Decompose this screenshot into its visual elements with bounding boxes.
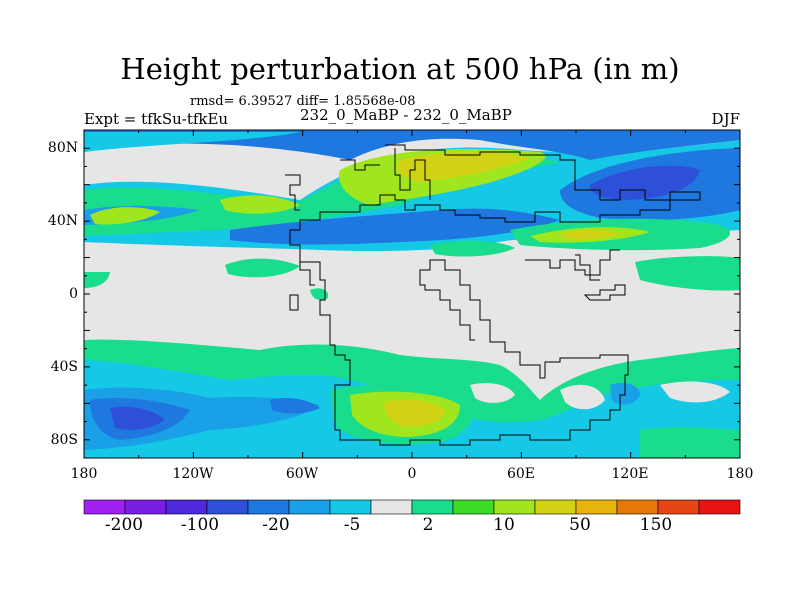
colorbar-swatch [370, 499, 413, 515]
contour-region [384, 399, 445, 427]
lat-label: 0 [69, 286, 78, 302]
page-title: Height perturbation at 500 hPa (in m) [120, 52, 680, 86]
colorbar-label: 2 [422, 515, 434, 535]
contour-region [110, 406, 165, 430]
colorbar-label: 150 [639, 515, 673, 535]
contour-region [589, 165, 700, 200]
contour-region [396, 152, 530, 182]
contour-field [84, 130, 740, 458]
contour-region [430, 240, 515, 257]
coastline [340, 159, 380, 171]
colorbar-label: -200 [104, 515, 144, 535]
colorbar-label: -20 [262, 515, 290, 535]
lat-label: 80N [47, 140, 78, 156]
colorbar-label: -5 [343, 515, 361, 535]
contour-region [560, 384, 605, 410]
lon-label: 180 [70, 466, 98, 482]
coastline [419, 259, 545, 379]
contour-region [270, 397, 320, 414]
lon-label: 120W [172, 466, 214, 482]
colorbar-label: 10 [493, 515, 515, 535]
colorbar-swatch [493, 499, 536, 515]
colorbar-swatch [575, 499, 618, 515]
contour-region [90, 207, 160, 225]
coastline [525, 249, 620, 276]
coastline [289, 144, 701, 316]
coastline [325, 314, 629, 446]
contour-region [640, 427, 740, 458]
colorbar-label: -100 [180, 515, 220, 535]
axis-ticks [83, 129, 741, 459]
colorbar-swatch [247, 499, 290, 515]
colorbar-swatch [288, 499, 331, 515]
contour-region [220, 195, 300, 214]
colorbar-label: 50 [569, 515, 591, 535]
colorbar-swatch [534, 499, 577, 515]
lon-label: 60E [506, 466, 536, 482]
lon-label: 60W [285, 466, 319, 482]
coastline [289, 294, 299, 311]
coastline [394, 148, 431, 200]
colorbar [83, 499, 741, 515]
colorbar-swatch [411, 499, 454, 515]
lon-label: 120E [611, 466, 649, 482]
contour-region [635, 256, 740, 291]
colorbar-swatch [165, 499, 208, 515]
experiment-label: Expt = tfkSu-tfkEu [84, 110, 229, 128]
colorbar-swatch [452, 499, 495, 515]
contour-region [470, 383, 515, 403]
continent-outlines [285, 144, 701, 446]
coastline [575, 254, 600, 281]
coastline [285, 174, 301, 211]
colorbar-swatch [657, 499, 700, 515]
colorbar-swatch [206, 499, 249, 515]
contour-region [230, 208, 560, 245]
stats-label: rmsd= 6.39527 diff= 1.85568e-08 [190, 94, 416, 109]
contour-region [84, 272, 110, 288]
colorbar-swatch [124, 499, 167, 515]
colorbar-swatch [616, 499, 659, 515]
colorbar-swatch [83, 499, 126, 515]
comparison-label: 232_0_MaBP - 232_0_MaBP [300, 106, 512, 124]
lat-label: 80S [50, 432, 78, 448]
lon-label: 180 [726, 466, 754, 482]
contour-region [660, 381, 730, 403]
contour-region [84, 132, 300, 152]
contour-region [225, 258, 300, 278]
colorbar-swatch [329, 499, 372, 515]
coastline [299, 260, 315, 286]
contour-region [310, 288, 329, 300]
lat-label: 40S [50, 359, 78, 375]
coastline [583, 284, 626, 301]
contour-region [560, 229, 620, 240]
lat-label: 40N [47, 213, 78, 229]
season-label: DJF [711, 110, 740, 128]
colorbar-swatch [698, 499, 741, 515]
lon-label: 0 [407, 466, 417, 482]
